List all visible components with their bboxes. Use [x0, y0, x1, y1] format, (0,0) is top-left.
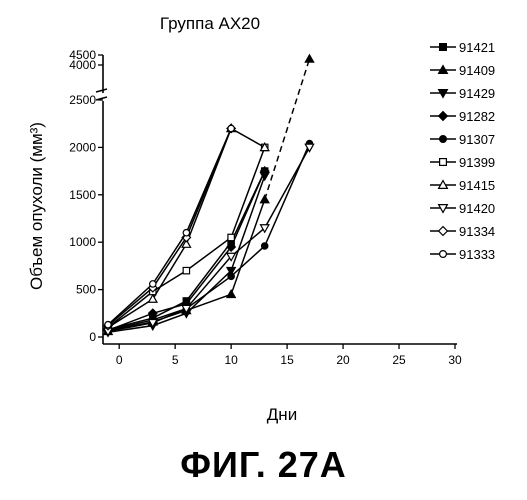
y-tick-label: 500: [76, 283, 96, 297]
data-point-91415: [149, 295, 157, 302]
data-point-91333: [183, 230, 189, 236]
x-tick-label: 10: [224, 353, 238, 367]
x-axis-label: Дни: [267, 405, 297, 424]
y-tick-label-upper: 4500: [69, 48, 96, 62]
data-point-91333: [105, 321, 111, 327]
data-point-91409: [261, 195, 269, 202]
legend-label: 91429: [459, 86, 495, 101]
figure-label: ФИГ. 27А: [0, 444, 527, 486]
data-point-91409: [305, 55, 313, 62]
legend-label: 91409: [459, 63, 495, 78]
legend-label: 91333: [459, 247, 495, 262]
y-tick-label: 0: [89, 330, 96, 344]
series-line-91334: [108, 128, 231, 325]
chart-title: Группа AX20: [160, 14, 260, 33]
legend-label: 91399: [459, 155, 495, 170]
legend-marker: [440, 159, 447, 166]
legend-label: 91415: [459, 178, 495, 193]
data-point-91333: [150, 281, 156, 287]
y-tick-label: 1500: [69, 188, 96, 202]
y-axis-label: Объем опухоли (мм³): [27, 122, 46, 290]
legend-label: 91420: [459, 201, 495, 216]
data-point-91333: [228, 125, 234, 131]
x-tick-label: 30: [448, 353, 462, 367]
legend-label: 91334: [459, 224, 495, 239]
legend-label: 91421: [459, 40, 495, 55]
legend-marker: [440, 136, 447, 143]
legend-marker: [440, 251, 447, 258]
y-axis-break-mark: [96, 89, 107, 100]
data-point-91307: [228, 273, 234, 279]
legend-label: 91282: [459, 109, 495, 124]
x-tick-label: 20: [336, 353, 350, 367]
legend-marker: [440, 44, 447, 51]
legend-marker: [439, 112, 448, 121]
x-tick-label: 0: [116, 353, 123, 367]
series-line-91333: [108, 128, 231, 324]
y-tick-label: 2500: [69, 93, 96, 107]
legend-label: 91307: [459, 132, 495, 147]
tumor-volume-chart: Группа AX2005001000150020002500400045000…: [0, 0, 527, 440]
data-point-91409: [227, 290, 235, 297]
x-tick-label: 5: [172, 353, 179, 367]
x-tick-label: 15: [280, 353, 294, 367]
y-tick-label: 1000: [69, 235, 96, 249]
data-point-91307: [262, 243, 268, 249]
legend-marker: [439, 227, 448, 236]
data-point-91399: [228, 234, 234, 240]
y-tick-label: 2000: [69, 140, 96, 154]
x-tick-label: 25: [392, 353, 406, 367]
series-line-break-91409: [265, 59, 310, 200]
data-point-91399: [183, 267, 189, 273]
